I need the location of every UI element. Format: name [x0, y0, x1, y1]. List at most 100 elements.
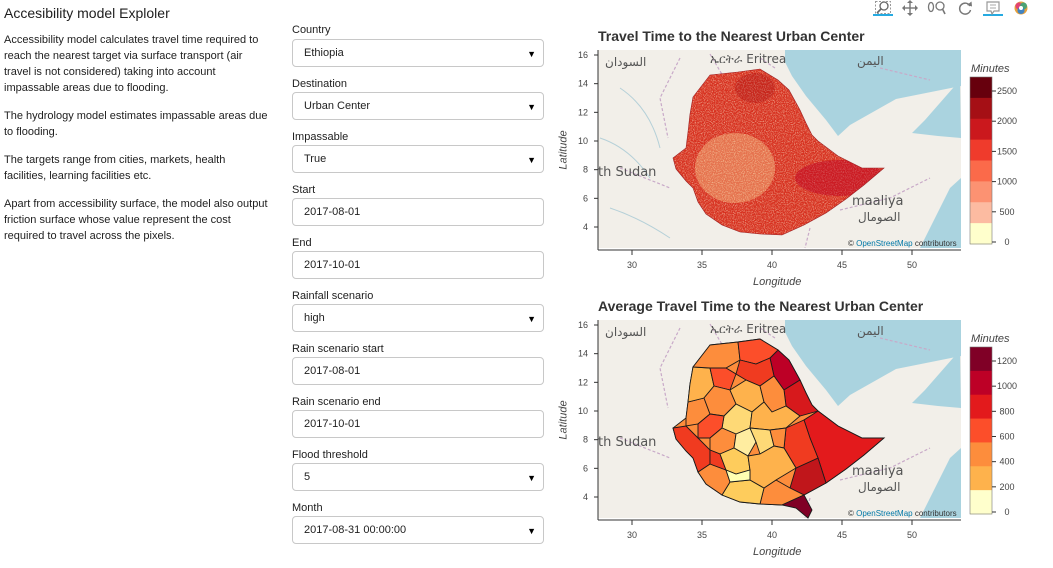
box-zoom-icon	[875, 1, 891, 14]
colorbar-tick-label: 1200	[997, 356, 1017, 366]
box-zoom-tool[interactable]	[873, 0, 893, 16]
rainfall-scenario-select[interactable]: high ▼	[292, 304, 544, 332]
country-borders	[619, 53, 931, 249]
region-polygon[interactable]	[780, 494, 813, 519]
plot-title: Travel Time to the Nearest Urban Center	[598, 28, 865, 44]
impassable-select[interactable]: True ▼	[292, 145, 544, 173]
average-travel-time-map: السودان ኤርትራ Eritrea اليمن th Sudan maal…	[578, 320, 1017, 540]
start-label: Start	[292, 184, 316, 196]
hover-tool[interactable]	[983, 0, 1003, 16]
attribution-prefix: ©	[848, 239, 856, 248]
bokeh-logo[interactable]	[1011, 0, 1031, 16]
colorbar-swatch	[970, 97, 992, 120]
colorbar-tick-label: 200	[999, 482, 1014, 492]
region-polygon[interactable]	[733, 427, 757, 457]
rain-scenario-end-label: Rain scenario end	[292, 396, 381, 408]
country-select[interactable]: Ethiopia ▼	[292, 39, 544, 67]
flood-threshold-label: Flood threshold	[292, 449, 368, 461]
colorbar-swatch	[970, 223, 992, 245]
y-tick-label: 4	[583, 222, 588, 232]
colorbar-swatch	[970, 160, 992, 182]
chevron-down-icon: ▼	[527, 49, 536, 59]
y-tick-label: 8	[583, 435, 588, 445]
end-date-value: 2017-10-01	[304, 259, 361, 271]
colorbar-swatch	[970, 139, 992, 161]
x-tick-label: 50	[907, 260, 917, 270]
label-yemen: اليمن	[857, 324, 884, 339]
destination-select[interactable]: Urban Center ▼	[292, 92, 544, 120]
rain-scenario-end-input[interactable]: 2017-10-01	[292, 410, 544, 438]
y-axis-label: Latitude	[557, 130, 570, 170]
reset-icon	[958, 1, 972, 15]
colorbar-swatch	[970, 181, 992, 203]
x-tick-label: 40	[767, 260, 777, 270]
label-somalia: maaliya	[852, 464, 903, 479]
y-tick-label: 6	[583, 463, 588, 473]
colorbar-outline	[969, 346, 993, 515]
plot-title: Average Travel Time to the Nearest Urban…	[598, 298, 924, 314]
rain-scenario-start-label: Rain scenario start	[292, 343, 384, 355]
chevron-down-icon: ▼	[527, 314, 536, 324]
y-tick-label: 14	[578, 79, 588, 89]
month-label: Month	[292, 502, 323, 514]
colorbar-swatch	[970, 466, 992, 491]
colorbar: 2500 2000 1500 1000 500 0	[969, 76, 1017, 247]
x-axis: 30 35 40 45 50	[627, 250, 917, 270]
colorbar: 1200 1000 800 600 400 200 0	[969, 346, 1017, 517]
travel-time-map: السودان ኤርትራ Eritrea اليمن th Sudan maal…	[578, 50, 1017, 270]
end-date-input[interactable]: 2017-10-01	[292, 251, 544, 279]
pan-icon	[902, 0, 918, 16]
colorbar-tick-label: 2500	[997, 86, 1017, 96]
label-south-sudan: th Sudan	[598, 165, 656, 180]
pan-tool[interactable]	[900, 0, 920, 16]
rain-scenario-start-input[interactable]: 2017-08-01	[292, 357, 544, 385]
bokeh-logo-icon	[1014, 1, 1028, 15]
chevron-down-icon: ▼	[527, 155, 536, 165]
hover-icon	[986, 1, 1000, 16]
wheel-zoom-tool[interactable]	[927, 0, 947, 16]
colorbar-tick-label: 600	[999, 432, 1014, 442]
label-sudan: السودان	[605, 55, 646, 70]
region-polygon[interactable]	[725, 469, 751, 483]
x-axis-label: Longitude	[753, 276, 802, 288]
description-paragraph: Accessibility model calculates travel ti…	[4, 34, 259, 94]
openstreetmap-link[interactable]: OpenStreetMap	[856, 239, 913, 248]
region-polygon[interactable]	[709, 367, 737, 391]
y-tick-label: 10	[578, 136, 588, 146]
y-tick-label: 16	[578, 50, 588, 60]
destination-value: Urban Center	[304, 100, 371, 112]
y-axis: 4 6 8 10 12 14 16	[578, 320, 598, 502]
rain-scenario-end-value: 2017-10-01	[304, 418, 361, 430]
openstreetmap-link[interactable]: OpenStreetMap	[856, 509, 913, 518]
attribution-suffix: contributors	[913, 239, 957, 248]
label-somalia-arabic: الصومال	[858, 480, 900, 495]
chevron-down-icon: ▼	[527, 473, 536, 483]
average-travel-time-plot[interactable]: Average Travel Time to the Nearest Urban…	[558, 298, 1030, 568]
impassable-label: Impassable	[292, 131, 349, 143]
label-yemen: اليمن	[857, 54, 884, 69]
gulf-of-aden	[912, 80, 961, 138]
colorbar-tick-label: 500	[999, 207, 1014, 217]
flood-threshold-select[interactable]: 5 ▼	[292, 463, 544, 491]
start-date-input[interactable]: 2017-08-01	[292, 198, 544, 226]
colorbar-swatch	[970, 370, 992, 396]
colorbar-tick-label: 0	[1004, 507, 1009, 517]
chevron-down-icon: ▼	[527, 526, 536, 536]
indian-ocean	[920, 448, 961, 518]
start-date-value: 2017-08-01	[304, 206, 361, 218]
x-tick-label: 40	[767, 530, 777, 540]
region-polygon[interactable]	[789, 457, 827, 496]
travel-time-plot[interactable]: Travel Time to the Nearest Urban Center	[557, 28, 1030, 298]
map-attribution: © OpenStreetMap contributors	[848, 239, 957, 248]
reset-tool[interactable]	[955, 0, 975, 16]
y-tick-label: 10	[578, 406, 588, 416]
rivers	[599, 87, 671, 239]
colorbar-title: Minutes	[971, 63, 1010, 75]
description-paragraph: Apart from accessibility surface, the mo…	[4, 198, 268, 242]
indian-ocean	[920, 178, 961, 248]
description-panel: Accessibility model calculates travel ti…	[4, 32, 270, 256]
x-axis-label: Longitude	[753, 546, 802, 558]
chevron-down-icon: ▼	[527, 102, 536, 112]
month-select[interactable]: 2017-08-31 00:00:00 ▼	[292, 516, 544, 544]
label-south-sudan: th Sudan	[598, 435, 656, 450]
